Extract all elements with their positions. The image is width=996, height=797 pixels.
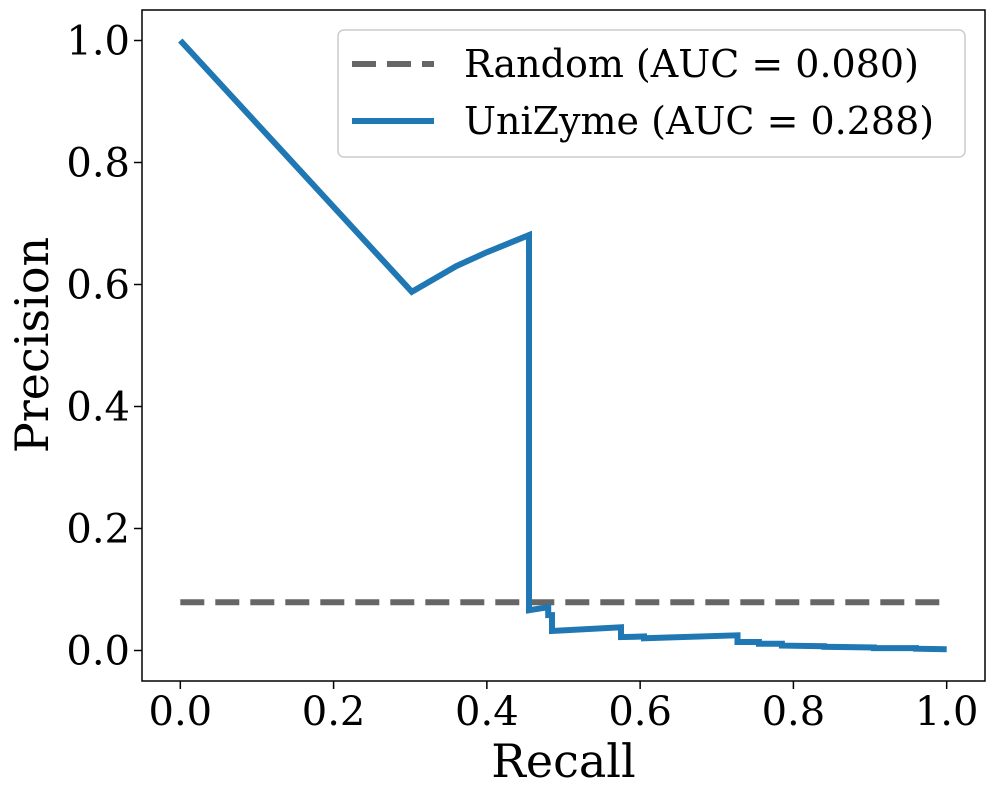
y-tick-label: 0.4 [66, 385, 130, 431]
x-tick-label: 1.0 [915, 689, 979, 735]
plot-frame [141, 9, 986, 682]
y-tick-label: 0.6 [66, 263, 130, 309]
x-axis-label: Recall [491, 734, 635, 788]
y-tick-label: 0.8 [66, 141, 130, 187]
y-tick-label: 1.0 [66, 19, 130, 65]
y-tick-label: 0.2 [66, 507, 130, 553]
y-tick-label: 0.0 [66, 629, 130, 675]
x-tick-label: 0.6 [608, 689, 672, 735]
series-line-unizyme [178, 38, 947, 653]
y-axis-label: Precision [5, 237, 59, 453]
legend: Random (AUC = 0.080) UniZyme (AUC = 0.28… [337, 29, 966, 158]
legend-label-random: Random (AUC = 0.080) [464, 42, 919, 86]
legend-label-unizyme: UniZyme (AUC = 0.288) [464, 99, 934, 143]
plot-lines [178, 38, 947, 653]
y-axis-ticks: 0.0 0.2 0.4 0.6 0.8 1.0 [66, 19, 142, 675]
x-axis-ticks: 0.0 0.2 0.4 0.6 0.8 1.0 [149, 681, 979, 735]
x-tick-label: 0.4 [455, 689, 519, 735]
x-tick-label: 0.0 [149, 689, 213, 735]
legend-box [337, 29, 966, 158]
x-tick-label: 0.2 [302, 689, 366, 735]
x-tick-label: 0.8 [762, 689, 826, 735]
